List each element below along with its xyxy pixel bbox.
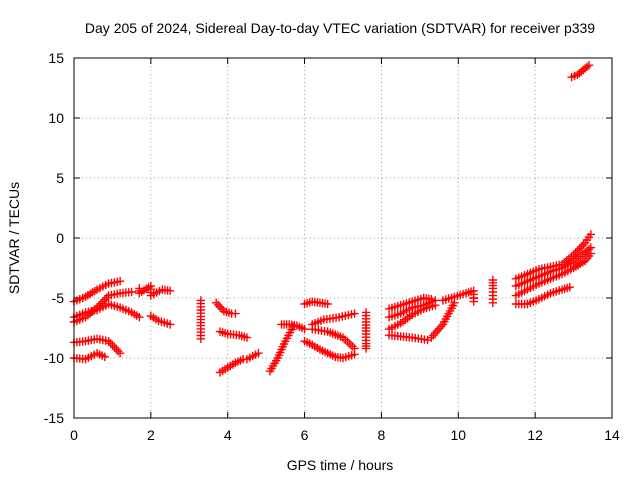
data-point xyxy=(469,290,478,299)
data-point xyxy=(338,312,347,321)
data-point xyxy=(323,299,332,309)
data-point xyxy=(115,349,125,358)
data-point xyxy=(334,313,344,322)
data-point xyxy=(350,309,359,318)
x-tick-label: 8 xyxy=(378,427,386,443)
data-point xyxy=(231,309,240,318)
data-point xyxy=(565,283,574,292)
data-point xyxy=(115,277,125,286)
data-point xyxy=(135,313,144,322)
y-tick-label: -5 xyxy=(52,290,65,306)
data-point xyxy=(488,298,498,307)
x-tick-label: 0 xyxy=(70,427,78,443)
data-point xyxy=(254,349,263,358)
y-tick-label: 15 xyxy=(48,50,64,66)
plot-frame xyxy=(73,57,613,419)
y-tick-label: -15 xyxy=(44,410,64,426)
x-tick-label: 2 xyxy=(147,427,155,443)
data-point xyxy=(127,287,136,297)
data-point xyxy=(165,320,175,329)
data-point xyxy=(586,249,596,258)
y-tick-label: 5 xyxy=(56,170,64,186)
x-tick-labels: 0 2 4 6 8 10 12 14 xyxy=(70,427,620,443)
data-point xyxy=(196,334,206,343)
data-point xyxy=(242,333,252,342)
data-point xyxy=(300,325,309,334)
x-tick-label: 14 xyxy=(604,427,620,443)
chart-title: Day 205 of 2024, Sidereal Day-to-day VTE… xyxy=(85,20,595,36)
x-tick-label: 6 xyxy=(301,427,309,443)
data-point xyxy=(100,352,109,361)
x-axis-title: GPS time / hours xyxy=(287,457,394,473)
y-tick-label: -10 xyxy=(44,350,64,366)
data-point xyxy=(341,311,350,320)
data-point xyxy=(347,310,356,319)
data-point xyxy=(431,301,440,310)
x-tick-label: 10 xyxy=(450,427,466,443)
y-tick-labels: -15 -10 -5 0 5 10 15 xyxy=(44,50,64,426)
data-point xyxy=(361,344,371,353)
data-point xyxy=(165,286,175,295)
grid-lines xyxy=(74,58,612,418)
x-tick-label: 4 xyxy=(224,427,232,443)
data-point xyxy=(586,230,596,239)
y-tick-label: 0 xyxy=(56,230,64,246)
y-tick-label: 10 xyxy=(48,110,64,126)
data-point xyxy=(584,61,594,70)
data-points xyxy=(69,61,596,377)
x-tick-label: 12 xyxy=(527,427,543,443)
data-point xyxy=(350,344,359,353)
y-axis-title: SDTVAR / TECUs xyxy=(6,182,22,294)
data-point xyxy=(344,310,353,320)
